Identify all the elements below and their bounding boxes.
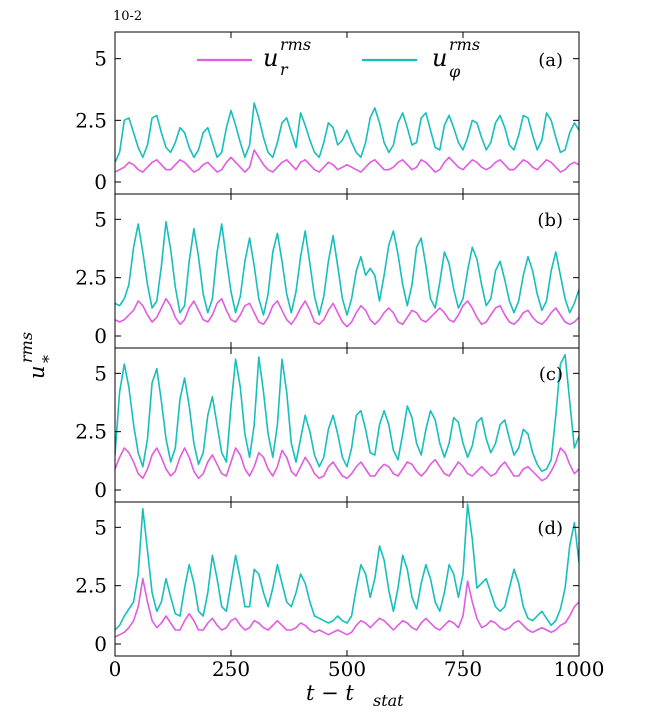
series-line-uphi-panel-2 xyxy=(115,220,579,316)
panel-frame xyxy=(114,193,580,349)
x-tick-label: 500 xyxy=(328,657,366,681)
series-line-uphi-panel-4 xyxy=(115,503,579,631)
panel-label: (b) xyxy=(537,210,563,231)
y-tick-label: 2.5 xyxy=(75,108,107,132)
legend-label-ur-sup: rms xyxy=(280,35,311,54)
legend-label-ur-base: u xyxy=(263,44,278,72)
panel-4: 0 2.5 5 (d) xyxy=(75,501,580,657)
series-line-uphi-panel-1 xyxy=(115,102,579,163)
y-tick-label: 0 xyxy=(94,478,107,502)
y-tick-label: 5 xyxy=(94,47,107,71)
x-tick-label: 0 xyxy=(109,657,122,681)
legend-label-ur-sub: r xyxy=(280,60,289,79)
legend-label-uphi-sup: rms xyxy=(449,35,480,54)
y-tick-label: 0 xyxy=(94,632,107,656)
series-line-ur-panel-2 xyxy=(115,297,579,328)
x-tick-label: 250 xyxy=(212,657,250,681)
x-tick-label: 750 xyxy=(444,657,482,681)
y-axis-label-sup: rms xyxy=(17,332,36,363)
series-line-uphi-panel-3 xyxy=(115,353,579,473)
panel-label: (a) xyxy=(538,50,563,71)
y-axis-label-sub: * xyxy=(39,355,58,363)
legend-label-uphi-base: u xyxy=(432,44,447,72)
series-line-ur-panel-3 xyxy=(115,447,579,482)
y-tick-label: 0 xyxy=(94,170,107,194)
y-axis-label: u rms * xyxy=(17,332,58,379)
x-tick-label: 1000 xyxy=(554,657,605,681)
panel-3: 0 2.5 5 (c) xyxy=(75,347,580,503)
panel-label: (c) xyxy=(539,364,563,385)
y-tick-label: 2.5 xyxy=(75,574,107,598)
y-tick-label: 5 xyxy=(94,515,107,539)
legend-label-uphi-sub: φ xyxy=(449,62,461,81)
y-tick-label: 2.5 xyxy=(75,420,107,444)
x-axis-label-base: t − t xyxy=(306,681,354,705)
series-line-ur-panel-4 xyxy=(115,577,579,638)
scale-exponent-label: 10-2 xyxy=(113,9,142,24)
y-tick-label: 5 xyxy=(94,207,107,231)
y-tick-label: 0 xyxy=(94,324,107,348)
x-axis-label-sub: stat xyxy=(373,691,404,710)
y-tick-label: 2.5 xyxy=(75,266,107,290)
panel-2: 0 2.5 5 (b) xyxy=(75,193,580,349)
y-tick-label: 5 xyxy=(94,361,107,385)
panel-label: (d) xyxy=(537,518,563,539)
legend: u rms r u rms φ xyxy=(197,35,480,81)
series-line-ur-panel-1 xyxy=(115,149,579,173)
panels-group: 0 2.5 5 (a) 0 2.5 5 (b) 0 2.5 5 (c) 0 2.5 5 (d) 0 250 500 7… xyxy=(75,31,605,681)
x-axis-label: t − t stat xyxy=(306,681,404,710)
y-axis-label-base: u xyxy=(25,365,49,379)
panel-1: 0 2.5 5 (a) xyxy=(75,31,580,195)
panel-frame xyxy=(114,501,580,657)
